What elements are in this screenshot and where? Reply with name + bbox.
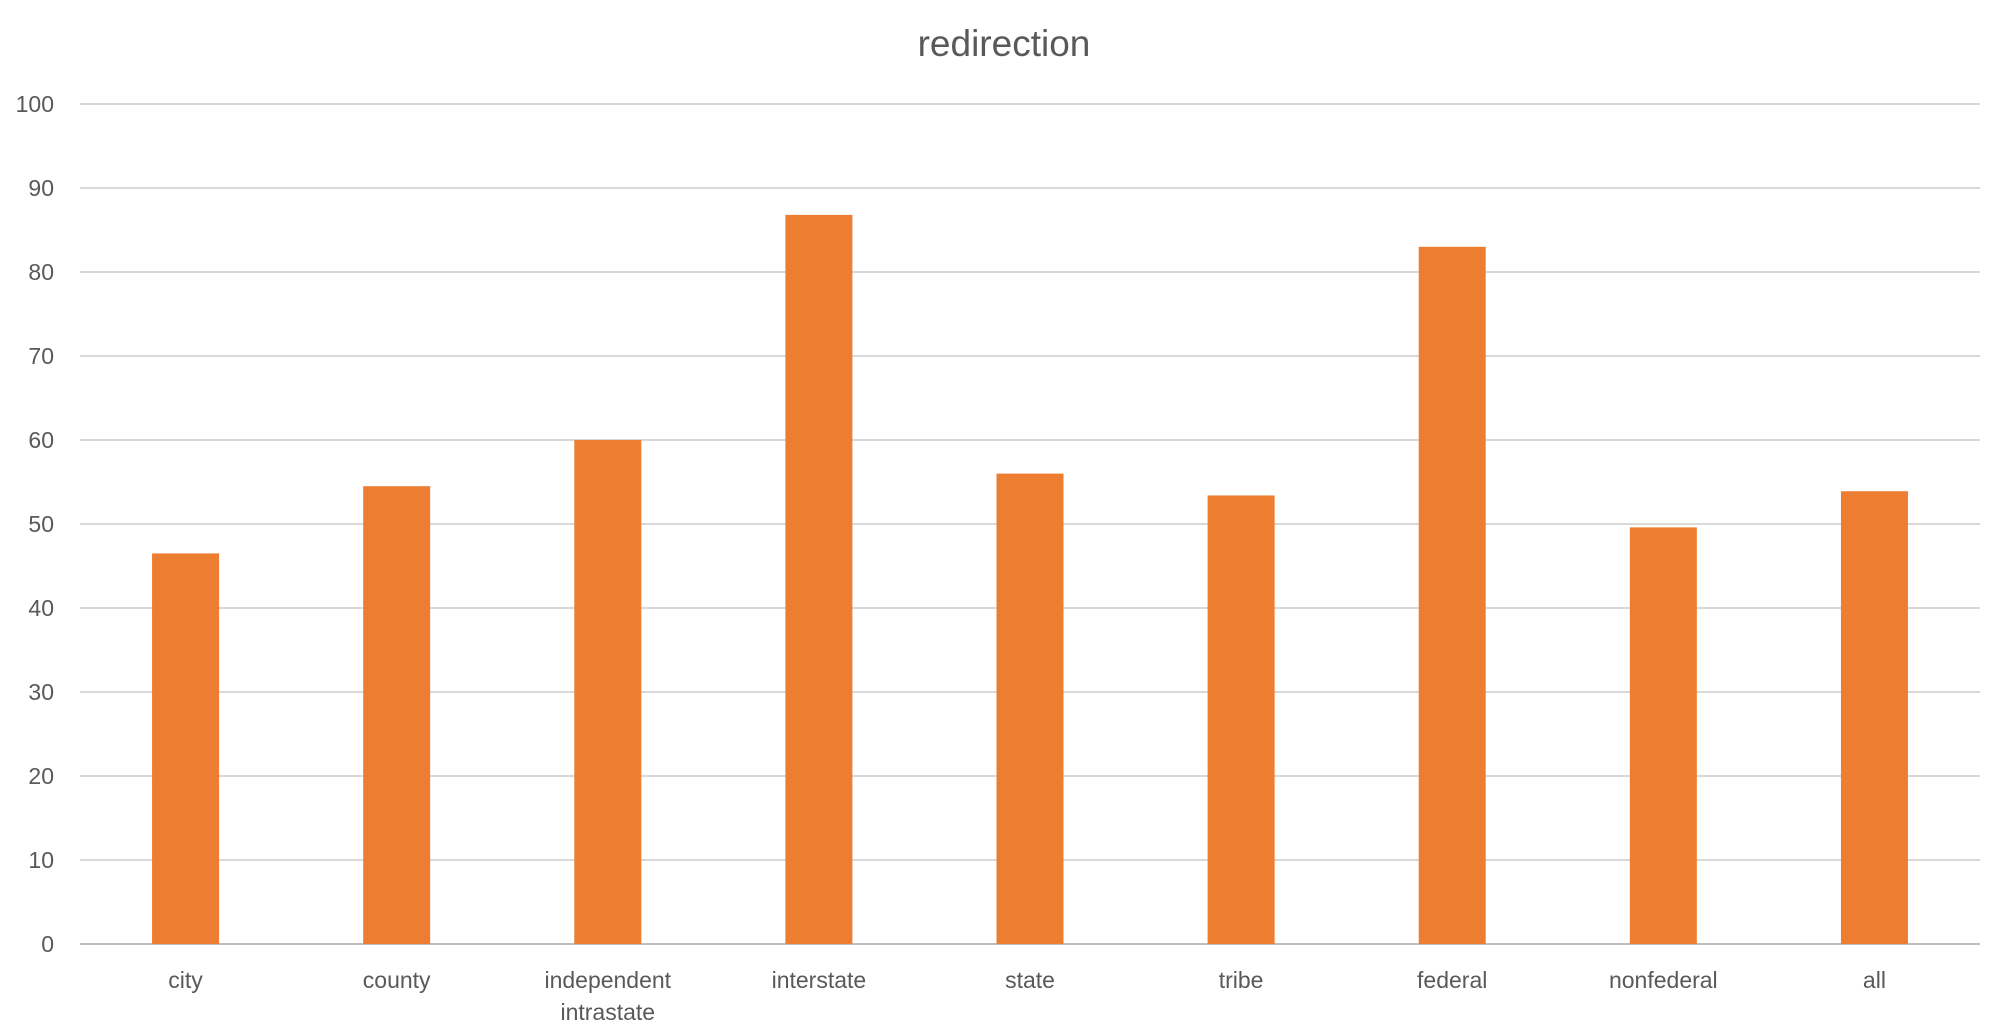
y-tick-label: 20 — [28, 763, 54, 789]
y-axis-tick-labels: 0 10 20 30 40 50 60 70 80 90 100 — [16, 91, 54, 957]
y-tick-label: 90 — [28, 175, 54, 201]
y-tick-label: 80 — [28, 259, 54, 285]
x-axis-category-labels: city county independent intrastate interstat… — [168, 967, 1886, 1025]
x-category-label: federal — [1417, 967, 1487, 993]
x-category-label: county — [363, 967, 431, 993]
y-tick-label: 30 — [28, 679, 54, 705]
bar — [574, 440, 642, 944]
bar — [1629, 527, 1697, 944]
bar — [363, 486, 431, 944]
bar — [1418, 246, 1486, 945]
x-category-label: interstate — [772, 967, 867, 993]
bar — [996, 473, 1064, 944]
x-category-label-line: all — [1863, 967, 1886, 993]
bar — [1840, 491, 1908, 944]
x-category-label: independent intrastate — [544, 967, 671, 1025]
x-category-label-line: nonfederal — [1609, 967, 1718, 993]
x-category-label-line: independent — [544, 967, 671, 993]
x-category-label-line: county — [363, 967, 431, 993]
x-category-label: tribe — [1219, 967, 1264, 993]
x-category-label-line: city — [168, 967, 203, 993]
x-category-label-line: state — [1005, 967, 1055, 993]
x-category-label-line: tribe — [1219, 967, 1264, 993]
x-category-label: nonfederal — [1609, 967, 1718, 993]
y-tick-label: 40 — [28, 595, 54, 621]
x-category-label-line: interstate — [772, 967, 867, 993]
bars — [152, 214, 1908, 945]
bar — [785, 214, 853, 944]
chart-title: redirection — [918, 23, 1091, 64]
x-category-label: all — [1863, 967, 1886, 993]
bar — [152, 553, 220, 944]
y-tick-label: 60 — [28, 427, 54, 453]
y-tick-label: 100 — [16, 91, 54, 117]
y-tick-label: 50 — [28, 511, 54, 537]
x-category-label: state — [1005, 967, 1055, 993]
x-category-label-line: intrastate — [560, 999, 655, 1025]
y-tick-label: 0 — [41, 931, 54, 957]
bar — [1207, 495, 1275, 944]
x-category-label: city — [168, 967, 203, 993]
y-tick-label: 70 — [28, 343, 54, 369]
y-tick-label: 10 — [28, 847, 54, 873]
x-category-label-line: federal — [1417, 967, 1487, 993]
